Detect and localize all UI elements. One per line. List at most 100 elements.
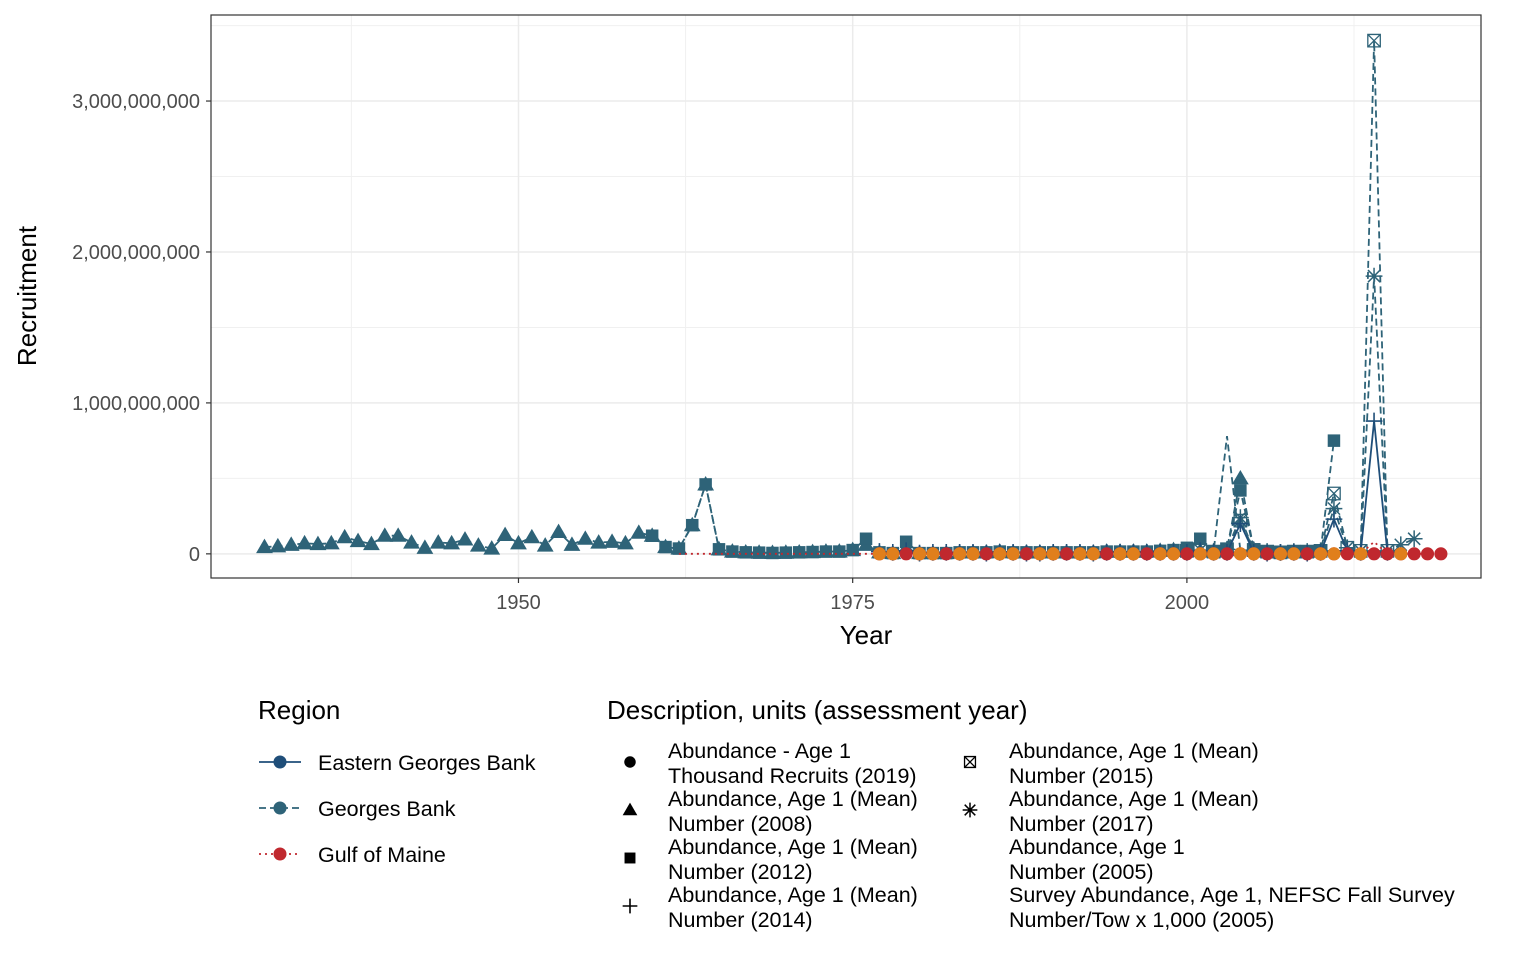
grid-layer bbox=[211, 15, 1481, 578]
data-point bbox=[1100, 547, 1114, 561]
legend-description: Description, units (assessment year) Abu… bbox=[607, 695, 1455, 932]
data-point bbox=[1380, 547, 1394, 561]
data-point bbox=[1367, 33, 1381, 48]
axis-layer: 1950 1975 2000 0 1,000,000,000 2,000,000,000 3… bbox=[72, 91, 1209, 614]
legend-description-label-line1: Survey Abundance, Age 1, NEFSC Fall Surv… bbox=[1009, 883, 1455, 907]
series-group bbox=[678, 540, 1389, 555]
data-point bbox=[1233, 547, 1247, 561]
data-point bbox=[1365, 412, 1383, 430]
y-tick-label: 3,000,000,000 bbox=[72, 91, 200, 113]
legend-description-key bbox=[962, 802, 978, 818]
legend-description-key bbox=[963, 755, 977, 769]
data-point bbox=[726, 545, 739, 558]
data-point bbox=[536, 537, 554, 552]
legend-description-label-line2: Number (2012) bbox=[668, 860, 813, 884]
legend-description-label-line1: Abundance, Age 1 (Mean) bbox=[668, 883, 918, 907]
data-point bbox=[550, 523, 567, 539]
legend-description-title: Description, units (assessment year) bbox=[607, 695, 1027, 725]
legend-region-label: Gulf of Maine bbox=[318, 843, 446, 867]
data-point bbox=[899, 547, 913, 561]
data-point bbox=[1260, 547, 1274, 561]
data-point bbox=[1365, 267, 1383, 285]
data-point bbox=[686, 518, 699, 532]
legend-region-key-point bbox=[273, 801, 287, 815]
data-point bbox=[483, 540, 501, 555]
y-tick-label: 1,000,000,000 bbox=[72, 393, 200, 415]
data-point bbox=[1434, 547, 1448, 561]
data-point bbox=[926, 547, 940, 561]
y-tick-label: 0 bbox=[189, 544, 200, 566]
data-point bbox=[645, 529, 659, 542]
legend-description-label-line2: Number (2005) bbox=[1009, 860, 1154, 884]
data-point bbox=[349, 532, 367, 548]
legend-description-item: Abundance, Age 1 (Mean)Number (2015) bbox=[963, 739, 1259, 788]
y-axis-title: Recruitment bbox=[12, 225, 42, 366]
data-point bbox=[630, 524, 648, 539]
data-point bbox=[859, 532, 873, 545]
data-point bbox=[1405, 530, 1423, 548]
legend-region: Region Eastern Georges Bank Georges Bank G… bbox=[258, 695, 536, 867]
data-point bbox=[1006, 547, 1020, 561]
legend-description-label-line1: Abundance, Age 1 (Mean) bbox=[1009, 787, 1259, 811]
data-point bbox=[282, 536, 300, 551]
legend-region-item: Gulf of Maine bbox=[259, 843, 446, 867]
data-point bbox=[1407, 547, 1421, 561]
data-point bbox=[886, 547, 900, 561]
data-point bbox=[1153, 547, 1167, 561]
data-point bbox=[1287, 547, 1301, 561]
legend-region-label: Eastern Georges Bank bbox=[318, 751, 536, 775]
data-point bbox=[1394, 547, 1408, 561]
legend-description-label-line1: Abundance, Age 1 (Mean) bbox=[668, 787, 918, 811]
data-point bbox=[1113, 547, 1127, 561]
data-point bbox=[1207, 547, 1221, 561]
data-point bbox=[846, 543, 859, 557]
data-point bbox=[1140, 547, 1154, 561]
data-point bbox=[1325, 500, 1343, 517]
data-point bbox=[1340, 547, 1354, 561]
data-point bbox=[309, 535, 327, 551]
data-point bbox=[712, 543, 726, 556]
data-point bbox=[296, 534, 313, 550]
data-point bbox=[1314, 547, 1328, 561]
data-point bbox=[510, 534, 527, 550]
data-point bbox=[993, 547, 1007, 561]
legend-description-key bbox=[622, 898, 638, 914]
data-point bbox=[617, 534, 634, 550]
legend-region-item: Georges Bank bbox=[259, 797, 456, 821]
data-point bbox=[1392, 536, 1410, 554]
legend-description-label-line1: Abundance, Age 1 (Mean) bbox=[668, 835, 918, 859]
legend-region-key-point bbox=[273, 847, 287, 861]
legend-description-label-line1: Abundance, Age 1 bbox=[1009, 835, 1185, 859]
legend-region-label: Georges Bank bbox=[318, 797, 456, 821]
data-point bbox=[1327, 547, 1341, 561]
data-point bbox=[590, 534, 608, 549]
data-point bbox=[403, 534, 420, 549]
data-point bbox=[939, 547, 953, 561]
series-layer bbox=[256, 33, 1448, 562]
legend-description-label-line1: Abundance - Age 1 bbox=[668, 739, 851, 763]
legend-description-key bbox=[624, 756, 636, 768]
data-point bbox=[1234, 484, 1247, 497]
data-point bbox=[416, 539, 434, 554]
legend-description-label-line2: Number (2008) bbox=[668, 812, 813, 836]
x-axis-title: Year bbox=[840, 620, 893, 650]
data-point bbox=[603, 533, 621, 548]
data-point bbox=[496, 526, 514, 542]
data-point bbox=[1327, 486, 1341, 501]
y-tick-label: 2,000,000,000 bbox=[72, 242, 200, 264]
data-point bbox=[456, 531, 474, 546]
legend-description-item: Abundance, Age 1 (Mean)Number (2014) bbox=[622, 883, 918, 932]
data-point bbox=[376, 527, 394, 542]
data-point bbox=[523, 528, 541, 544]
legend-description-key bbox=[624, 852, 636, 864]
legend-description-label-line2: Number (2017) bbox=[1009, 812, 1154, 836]
data-point bbox=[1300, 547, 1314, 561]
data-point bbox=[1273, 547, 1288, 561]
data-point bbox=[672, 542, 686, 555]
data-point bbox=[739, 546, 752, 559]
data-point bbox=[699, 478, 712, 491]
